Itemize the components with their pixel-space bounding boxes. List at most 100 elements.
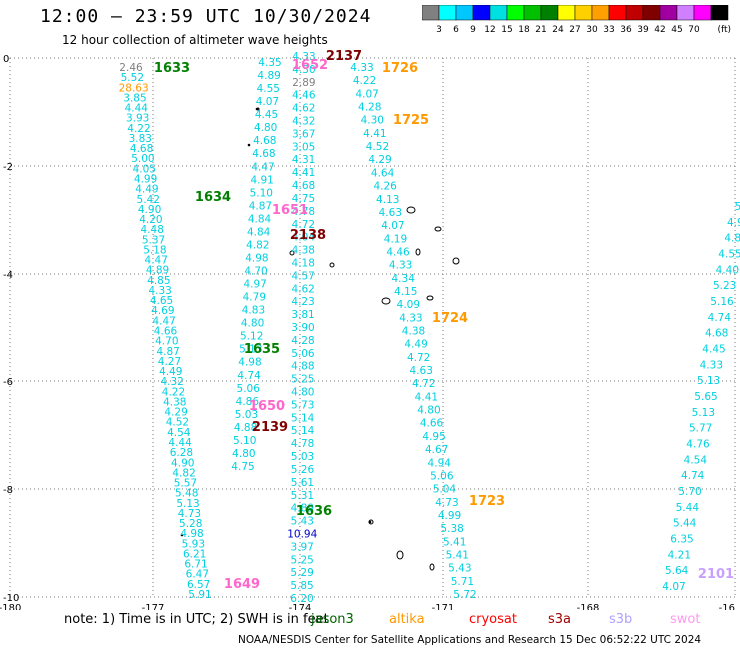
track-a-values: 2.465.5228.633.854.443.934.223.834.685.0… <box>119 62 212 601</box>
wave-height-value: 5.91 <box>188 589 211 601</box>
legend-label: 21 <box>535 25 546 35</box>
wave-height-value: 5.00 <box>131 153 154 165</box>
wave-height-value: 4.33 <box>700 359 723 371</box>
wave-height-value: 4.94 <box>428 457 452 469</box>
wave-height-value: 4.75 <box>292 193 315 205</box>
wave-height-value: 5.93 <box>182 538 205 550</box>
wave-height-value: 4.68 <box>252 148 275 160</box>
wave-height-value: 3.67 <box>292 128 315 140</box>
wave-height-value: 5.13 <box>239 344 262 356</box>
wave-height-value: 4.55 <box>718 249 740 261</box>
wave-height-value: 4.76 <box>686 439 710 451</box>
x-tick-label: -16 <box>719 603 735 610</box>
wave-height-value: 4.33 <box>399 312 422 324</box>
pass-label: 2137 <box>326 49 362 64</box>
wave-height-map: 2.465.5228.633.854.443.934.223.834.685.0… <box>0 49 740 610</box>
wave-height-value: 4.95 <box>422 431 445 443</box>
wave-height-value: 5.26 <box>291 464 315 476</box>
legend-label: 9 <box>470 25 476 35</box>
wave-height-value: 3.97 <box>290 541 313 553</box>
legend-label: 39 <box>637 25 649 35</box>
wave-height-value: 5.73 <box>291 399 314 411</box>
wave-height-value: 5.06 <box>430 470 454 482</box>
wave-height-value: 5.03 <box>235 409 258 421</box>
wave-height-value: 4.44 <box>125 103 149 115</box>
wave-height-value: 4.49 <box>135 184 158 196</box>
y-tick-label: 0 <box>3 54 9 65</box>
x-tick-label: -177 <box>142 603 165 610</box>
wave-height-value: 5.29 <box>290 567 313 579</box>
wave-height-value: 4.41 <box>363 128 386 140</box>
wave-height-value: 2.89 <box>292 77 315 89</box>
wave-height-value: 5.52 <box>121 72 144 84</box>
pass-label: 1726 <box>382 61 418 76</box>
island-outlines <box>180 107 460 571</box>
wave-height-value: 4.45 <box>702 344 725 356</box>
wave-height-value: 4.38 <box>402 326 425 338</box>
wave-height-value: 4.41 <box>415 391 438 403</box>
wave-height-value: 4.88 <box>291 361 314 373</box>
wave-height-value: 5.44 <box>673 518 697 530</box>
wave-height-value: 5.43 <box>448 563 471 575</box>
wave-height-value: 5.12 <box>240 331 263 343</box>
wave-height-value: 4.29 <box>164 407 187 419</box>
satellite-legend-item: cryosat <box>469 612 517 627</box>
pass-label: 1651 <box>272 203 308 218</box>
wave-height-value: 4.84 <box>248 213 272 225</box>
wave-height-value: 6.47 <box>186 569 209 581</box>
wave-height-value: 4.84 <box>247 226 271 238</box>
wave-height-value: 6.28 <box>170 447 193 459</box>
wave-height-value: 4.30 <box>361 115 384 127</box>
wave-height-value: 4.82 <box>246 239 269 251</box>
wave-height-value: 4.54 <box>167 427 191 439</box>
wave-height-value: 5.64 <box>665 565 689 577</box>
wave-height-value: 4.69 <box>151 305 174 317</box>
wave-height-value: 4.15 <box>394 286 417 298</box>
wave-height-value: 5.03 <box>291 451 314 463</box>
wave-height-value: 4.47 <box>145 255 168 267</box>
footer-credit: NOAA/NESDIS Center for Satellite Applica… <box>238 634 702 646</box>
wave-height-value: 5.41 <box>443 536 466 548</box>
wave-height-value: 4.49 <box>159 366 182 378</box>
wave-height-value: 6.57 <box>187 579 210 591</box>
wave-height-value: 4.07 <box>256 96 279 108</box>
wave-height-value: 4.52 <box>166 417 189 429</box>
wave-height-value: 4.70 <box>244 266 267 278</box>
wave-height-value: 4.22 <box>353 75 376 87</box>
wave-height-value: 5.38 <box>440 523 463 535</box>
wave-height-value: 4.79 <box>243 292 266 304</box>
wave-height-value: 3.85 <box>123 92 146 104</box>
wave-height-value: 3.90 <box>291 322 314 334</box>
wave-height-value: 5.13 <box>176 498 199 510</box>
wave-height-value: 4.80 <box>417 405 440 417</box>
wave-height-value: 4.86 <box>236 396 260 408</box>
wave-height-value: 5.04 <box>433 484 457 496</box>
wave-height-value: 4.62 <box>292 103 315 115</box>
y-tick-label: -10 <box>3 593 19 604</box>
wave-height-value: 5.43 <box>291 516 314 528</box>
wave-height-value: 5.14 <box>291 425 315 437</box>
wave-height-value: 4.05 <box>133 163 156 175</box>
wave-height-value: 4.75 <box>231 461 254 473</box>
pass-label: 1725 <box>393 113 429 128</box>
wave-height-value: 5.10 <box>233 435 256 447</box>
legend-label: 30 <box>586 25 598 35</box>
wave-height-value: 5 <box>735 201 740 213</box>
legend-label: 45 <box>671 25 682 35</box>
wave-height-value: 5.44 <box>676 502 700 514</box>
wave-height-value: 4.33 <box>292 51 315 63</box>
pass-label: 1649 <box>224 577 260 592</box>
wave-height-value: 6.20 <box>290 593 313 605</box>
x-tick-label: -171 <box>432 603 455 610</box>
wave-height-value: 5.10 <box>250 187 273 199</box>
wave-height-value: 4.66 <box>420 418 444 430</box>
wave-height-value: 4.78 <box>291 438 314 450</box>
wave-height-value: 4.33 <box>350 62 373 74</box>
wave-height-value: 4.99 <box>438 510 461 522</box>
wave-height-value: 4.07 <box>381 220 404 232</box>
wave-height-value: 4.72 <box>292 219 315 231</box>
wave-height-value: 4.07 <box>662 581 685 593</box>
track-b-values: 4.354.894.554.074.454.804.684.684.474.91… <box>231 57 281 473</box>
map-grid <box>9 57 736 598</box>
wave-height-value: 4.31 <box>292 154 315 166</box>
